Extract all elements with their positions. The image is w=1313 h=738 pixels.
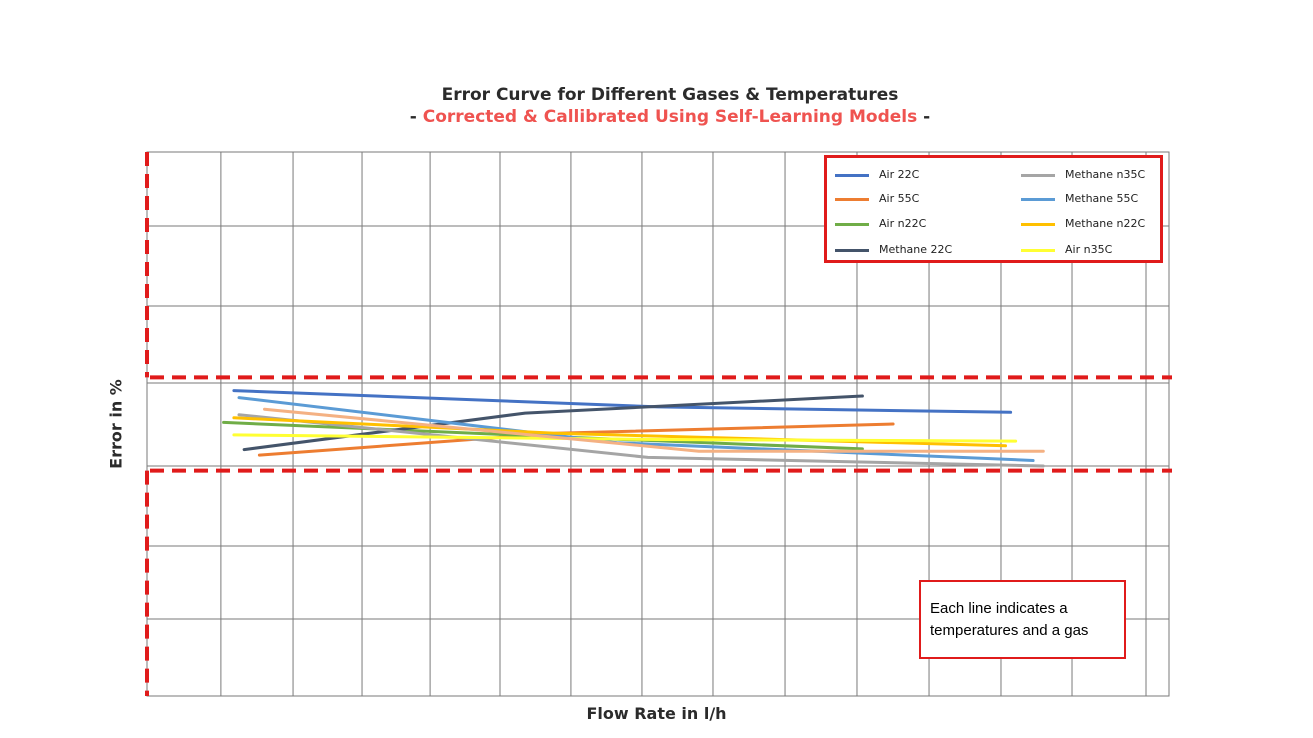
legend: Air 22C Air 55C Air n22C Methane 22C Methane… xyxy=(824,155,1163,263)
legend-label: Air n35C xyxy=(1065,243,1113,256)
legend-swatch xyxy=(835,248,869,252)
legend-item: Methane n35C xyxy=(1021,168,1145,181)
subtitle-suffix: - xyxy=(917,107,931,127)
legend-item: Air n35C xyxy=(1021,243,1112,256)
subtitle-highlight: Corrected & Callibrated Using Self-Learn… xyxy=(422,107,918,127)
legend-label: Methane 22C xyxy=(879,243,953,256)
subtitle-prefix: - xyxy=(409,107,423,127)
legend-swatch xyxy=(1021,248,1055,252)
legend-swatch xyxy=(1021,197,1055,201)
series-line-methane-n35c xyxy=(237,413,1045,468)
legend-item: Air 55C xyxy=(835,192,919,205)
legend-swatch xyxy=(835,173,869,177)
tolerance-band xyxy=(145,152,1172,696)
note-box: Each line indicates a temperatures and a… xyxy=(919,580,1126,659)
legend-label: Methane n35C xyxy=(1065,168,1146,181)
legend-label: Methane 55C xyxy=(1065,192,1139,205)
legend-swatch xyxy=(835,197,869,201)
legend-swatch xyxy=(1021,173,1055,177)
x-axis-label: Flow Rate in l/h xyxy=(586,704,727,723)
plot-frame xyxy=(146,151,1170,697)
legend-item: Methane 22C xyxy=(835,243,952,256)
chart-title: Error Curve for Different Gases & Temper… xyxy=(441,85,899,105)
legend-label: Air n22C xyxy=(879,217,927,230)
legend-label: Air 22C xyxy=(879,168,920,181)
legend-item: Methane n22C xyxy=(1021,217,1145,230)
legend-swatch xyxy=(835,222,869,226)
chart-subtitle: - Corrected & Callibrated Using Self-Lea… xyxy=(0,107,1313,127)
legend-item: Methane 55C xyxy=(1021,192,1138,205)
legend-label: Methane n22C xyxy=(1065,217,1146,230)
y-axis-label: Error in % xyxy=(106,379,126,469)
legend-label: Air 55C xyxy=(879,192,920,205)
series-line-unlabeled xyxy=(263,407,1045,453)
legend-item: Air n22C xyxy=(835,217,926,230)
series-lines xyxy=(222,389,1045,468)
legend-item: Air 22C xyxy=(835,168,919,181)
series-line-air-n35c xyxy=(232,433,1018,443)
legend-swatch xyxy=(1021,222,1055,226)
